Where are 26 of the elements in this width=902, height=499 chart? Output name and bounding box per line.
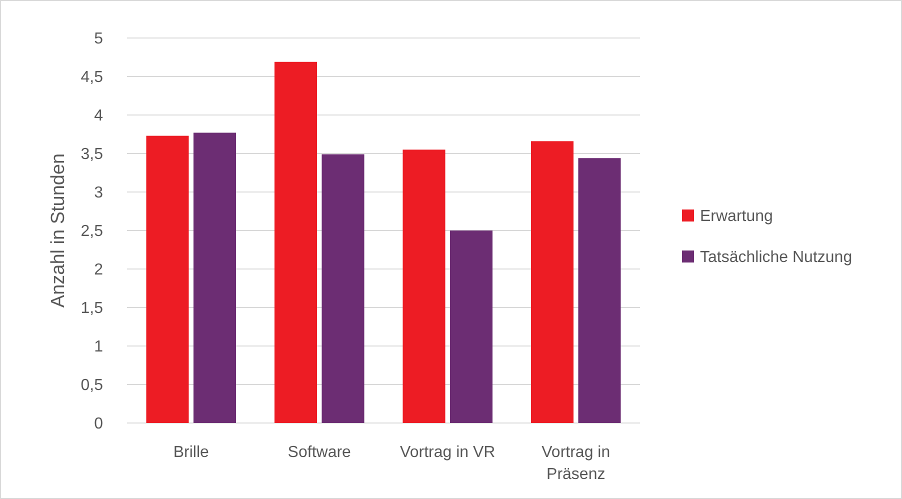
bar — [578, 158, 621, 423]
y-tick-label: 2,5 — [80, 223, 104, 240]
y-axis-title: Anzahl in Stunden — [48, 153, 69, 308]
bar — [146, 136, 189, 423]
bar — [274, 62, 318, 423]
y-tick-label: 3,5 — [80, 146, 104, 164]
x-tick-label: Vortrag in VR — [400, 444, 496, 461]
y-tick-label: 0,5 — [80, 377, 104, 394]
y-tick-label: 3 — [94, 184, 104, 202]
legend-label: Tatsächliche Nutzung — [700, 249, 852, 266]
x-tick-label: Vortrag in Präsenz — [542, 444, 610, 483]
y-tick-label: 4 — [94, 108, 104, 125]
legend-label: Erwartung — [700, 208, 773, 226]
y-tick-label: 1,5 — [80, 300, 104, 318]
y-tick-label: 0 — [94, 416, 104, 433]
bar — [193, 132, 236, 423]
bar — [450, 230, 493, 423]
bar — [402, 150, 446, 423]
bar — [530, 141, 574, 423]
y-tick-label: 1 — [94, 338, 104, 356]
x-tick-label: Software — [288, 444, 352, 461]
x-tick-label: Brille — [173, 444, 210, 461]
y-tick-label: 4,5 — [80, 69, 104, 86]
bar — [322, 154, 364, 423]
y-tick-label: 5 — [94, 30, 104, 48]
y-tick-label: 2 — [94, 262, 104, 279]
